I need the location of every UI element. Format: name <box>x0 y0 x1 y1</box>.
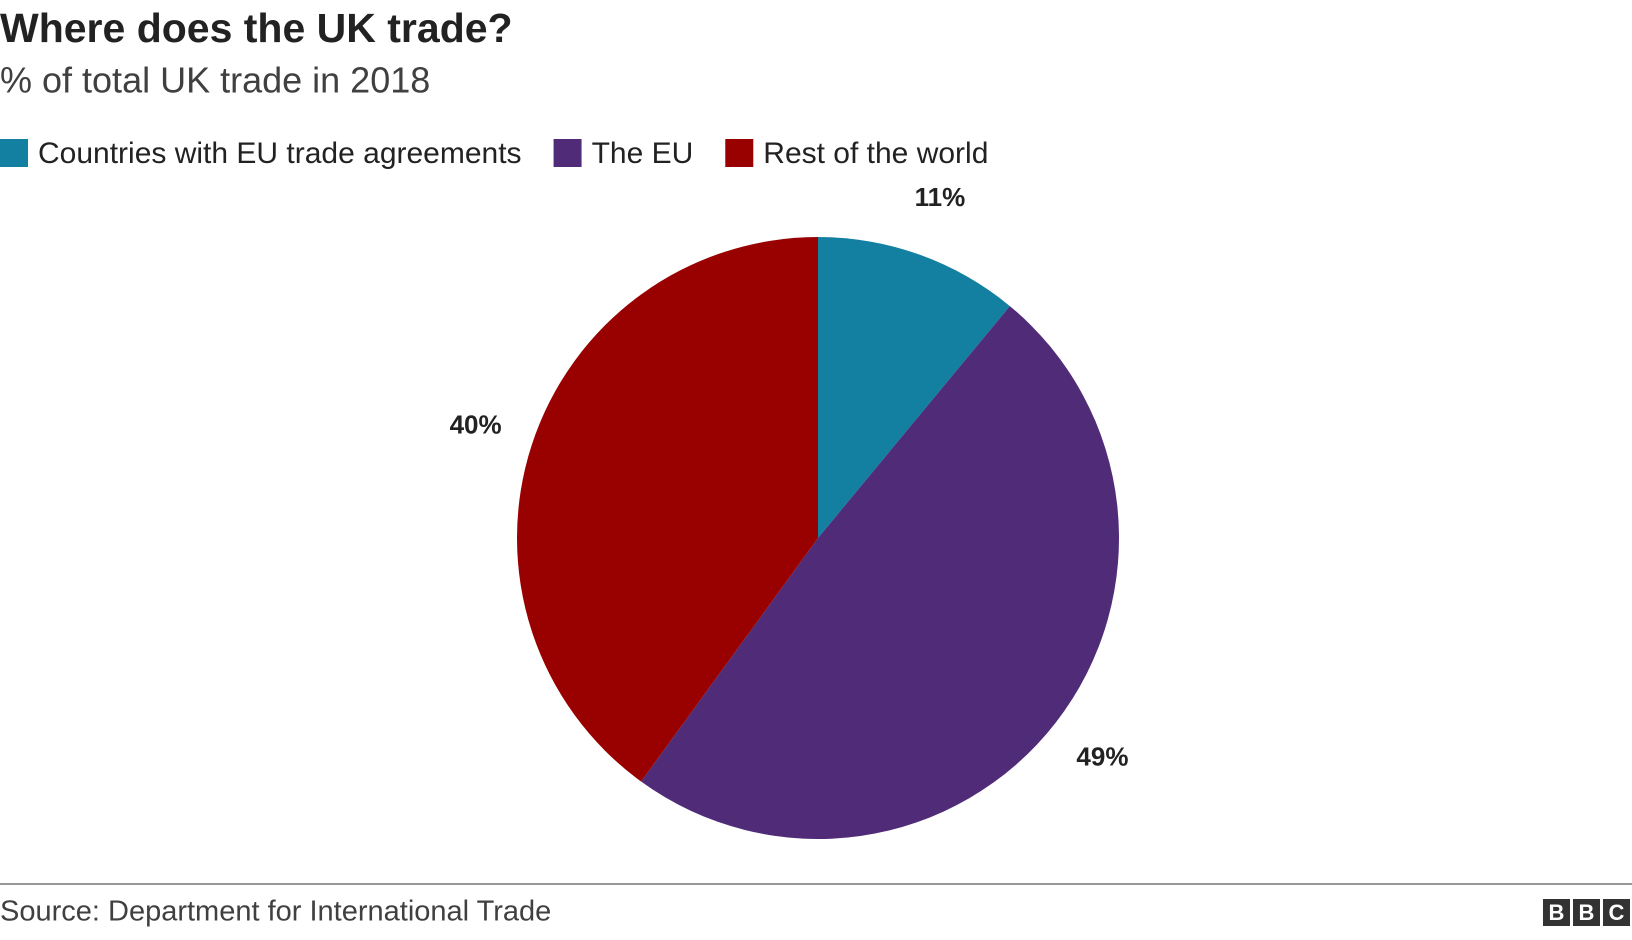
logo-letter: B <box>1579 900 1595 925</box>
data-label: 40% <box>450 410 502 440</box>
chart-title: Where does the UK trade? <box>0 5 513 51</box>
pie-slice <box>641 306 1119 839</box>
logo-box <box>1543 899 1570 926</box>
data-label: 49% <box>1076 742 1128 772</box>
legend-label: Rest of the world <box>763 137 988 170</box>
logo-letter: B <box>1549 900 1565 925</box>
logo-letter: C <box>1609 900 1625 925</box>
chart-subtitle: % of total UK trade in 2018 <box>0 60 430 101</box>
legend-swatch <box>0 139 28 167</box>
legend-label: The EU <box>592 137 694 170</box>
pie-slice <box>818 237 1010 538</box>
legend-swatch <box>725 139 754 167</box>
legend-swatch <box>553 139 582 167</box>
logo-box <box>1573 899 1600 926</box>
logo-box <box>1603 899 1630 926</box>
data-label: 11% <box>915 182 966 212</box>
source: Source: Department for International Tra… <box>0 896 551 928</box>
legend-label: Countries with EU trade agreements <box>38 137 522 170</box>
pie-slice <box>517 237 818 782</box>
